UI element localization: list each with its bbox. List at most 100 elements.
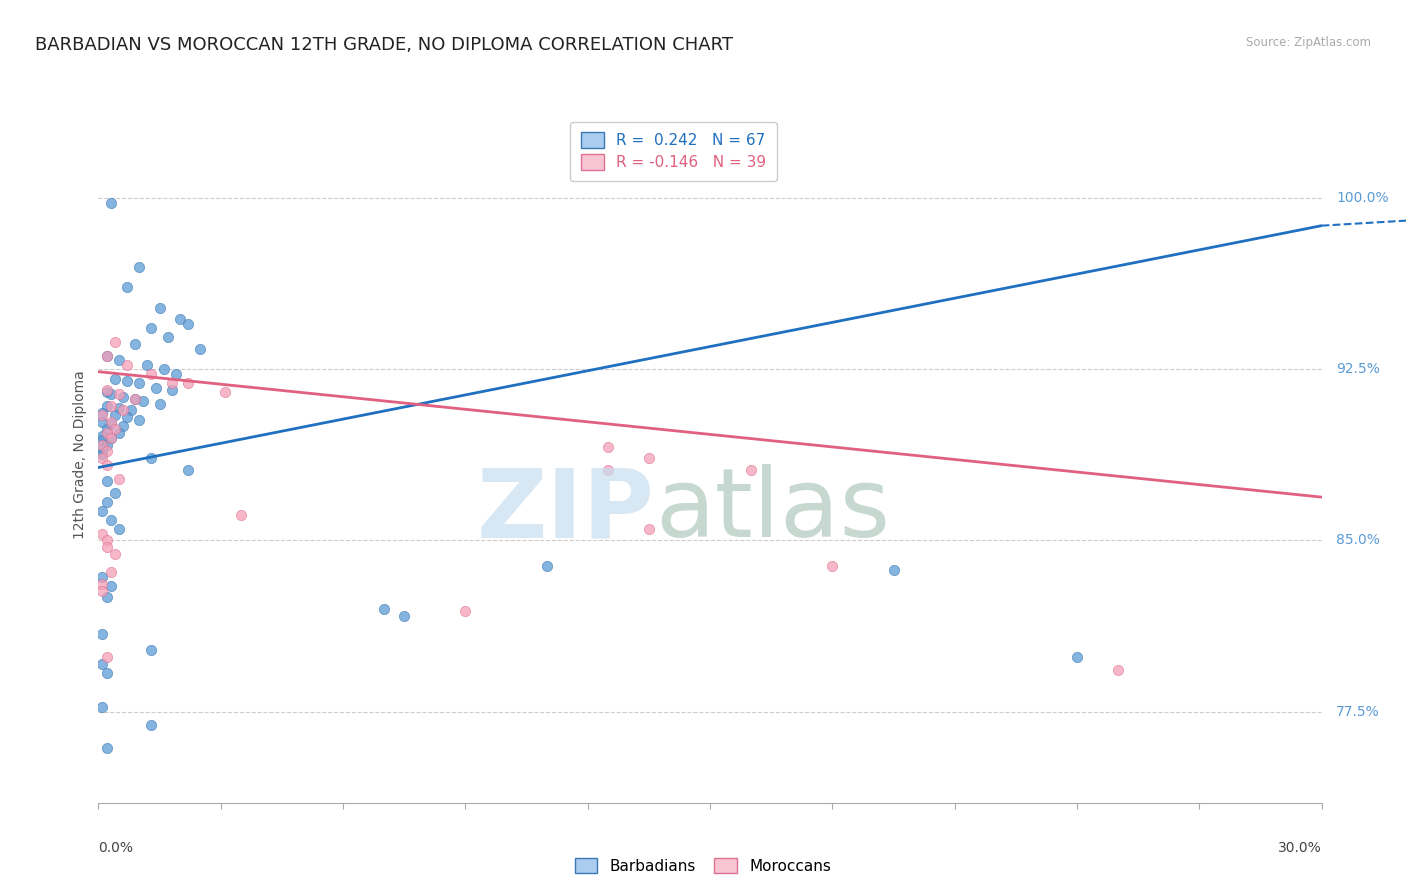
Point	[145, 381, 167, 395]
Point	[100, 415, 122, 429]
Y-axis label: 12th Grade, No Diploma: 12th Grade, No Diploma	[73, 370, 87, 540]
Point	[177, 317, 200, 331]
Point	[100, 431, 122, 445]
Point	[1066, 649, 1088, 664]
Point	[111, 390, 134, 404]
Point	[141, 643, 163, 657]
Point	[141, 718, 163, 732]
Point	[160, 383, 183, 397]
Point	[108, 472, 131, 486]
Point	[740, 463, 762, 477]
Point	[104, 547, 127, 561]
Point	[96, 385, 118, 400]
Point	[104, 371, 127, 385]
Text: 77.5%: 77.5%	[1336, 705, 1381, 719]
Point	[128, 376, 150, 390]
Point	[91, 657, 114, 671]
Point	[91, 447, 114, 461]
Text: Source: ZipAtlas.com: Source: ZipAtlas.com	[1246, 36, 1371, 49]
Point	[149, 396, 172, 410]
Point	[115, 374, 138, 388]
Point	[883, 563, 905, 577]
Point	[96, 474, 118, 488]
Point	[91, 442, 114, 457]
Point	[128, 412, 150, 426]
Text: 85.0%: 85.0%	[1336, 533, 1381, 548]
Point	[124, 392, 146, 406]
Point	[373, 602, 395, 616]
Text: BARBADIAN VS MOROCCAN 12TH GRADE, NO DIPLOMA CORRELATION CHART: BARBADIAN VS MOROCCAN 12TH GRADE, NO DIP…	[35, 36, 733, 54]
Point	[96, 494, 118, 508]
Point	[96, 458, 118, 473]
Point	[108, 426, 131, 441]
Text: 100.0%: 100.0%	[1336, 191, 1389, 205]
Point	[100, 399, 122, 413]
Legend: Barbadians, Moroccans: Barbadians, Moroccans	[568, 852, 838, 880]
Text: atlas: atlas	[655, 464, 890, 558]
Point	[115, 358, 138, 372]
Point	[91, 437, 114, 451]
Point	[91, 406, 114, 420]
Point	[96, 422, 118, 436]
Point	[91, 583, 114, 598]
Point	[156, 330, 179, 344]
Point	[96, 444, 118, 458]
Point	[132, 394, 155, 409]
Legend: R =  0.242   N = 67, R = -0.146   N = 39: R = 0.242 N = 67, R = -0.146 N = 39	[569, 121, 776, 181]
Point	[91, 576, 114, 591]
Point	[111, 403, 134, 417]
Point	[91, 451, 114, 466]
Point	[141, 321, 163, 335]
Point	[100, 387, 122, 401]
Point	[91, 700, 114, 714]
Point	[91, 408, 114, 422]
Point	[91, 433, 114, 447]
Point	[96, 649, 118, 664]
Point	[177, 463, 200, 477]
Point	[96, 541, 118, 555]
Point	[149, 301, 172, 315]
Point	[100, 566, 122, 580]
Text: ZIP: ZIP	[477, 464, 655, 558]
Point	[120, 403, 142, 417]
Point	[91, 428, 114, 442]
Point	[536, 558, 558, 573]
Point	[637, 451, 661, 466]
Text: 0.0%: 0.0%	[98, 841, 134, 855]
Point	[104, 408, 127, 422]
Point	[108, 522, 131, 536]
Point	[152, 362, 174, 376]
Point	[124, 392, 146, 406]
Point	[108, 387, 131, 401]
Point	[141, 367, 163, 381]
Point	[128, 260, 150, 274]
Point	[111, 419, 134, 434]
Point	[96, 741, 118, 756]
Point	[188, 342, 212, 356]
Text: 30.0%: 30.0%	[1278, 841, 1322, 855]
Point	[100, 431, 122, 445]
Point	[136, 358, 159, 372]
Point	[104, 485, 127, 500]
Point	[165, 367, 187, 381]
Point	[454, 604, 477, 618]
Point	[100, 513, 122, 527]
Point	[100, 417, 122, 431]
Point	[821, 558, 844, 573]
Point	[231, 508, 253, 523]
Point	[96, 383, 118, 397]
Point	[169, 312, 191, 326]
Point	[96, 426, 118, 441]
Point	[115, 410, 138, 425]
Point	[108, 353, 131, 368]
Point	[1107, 664, 1129, 678]
Point	[104, 422, 127, 436]
Point	[91, 627, 114, 641]
Point	[214, 385, 236, 400]
Point	[115, 280, 138, 294]
Point	[96, 665, 118, 680]
Point	[100, 579, 122, 593]
Point	[392, 608, 416, 623]
Point	[108, 401, 131, 416]
Point	[91, 526, 114, 541]
